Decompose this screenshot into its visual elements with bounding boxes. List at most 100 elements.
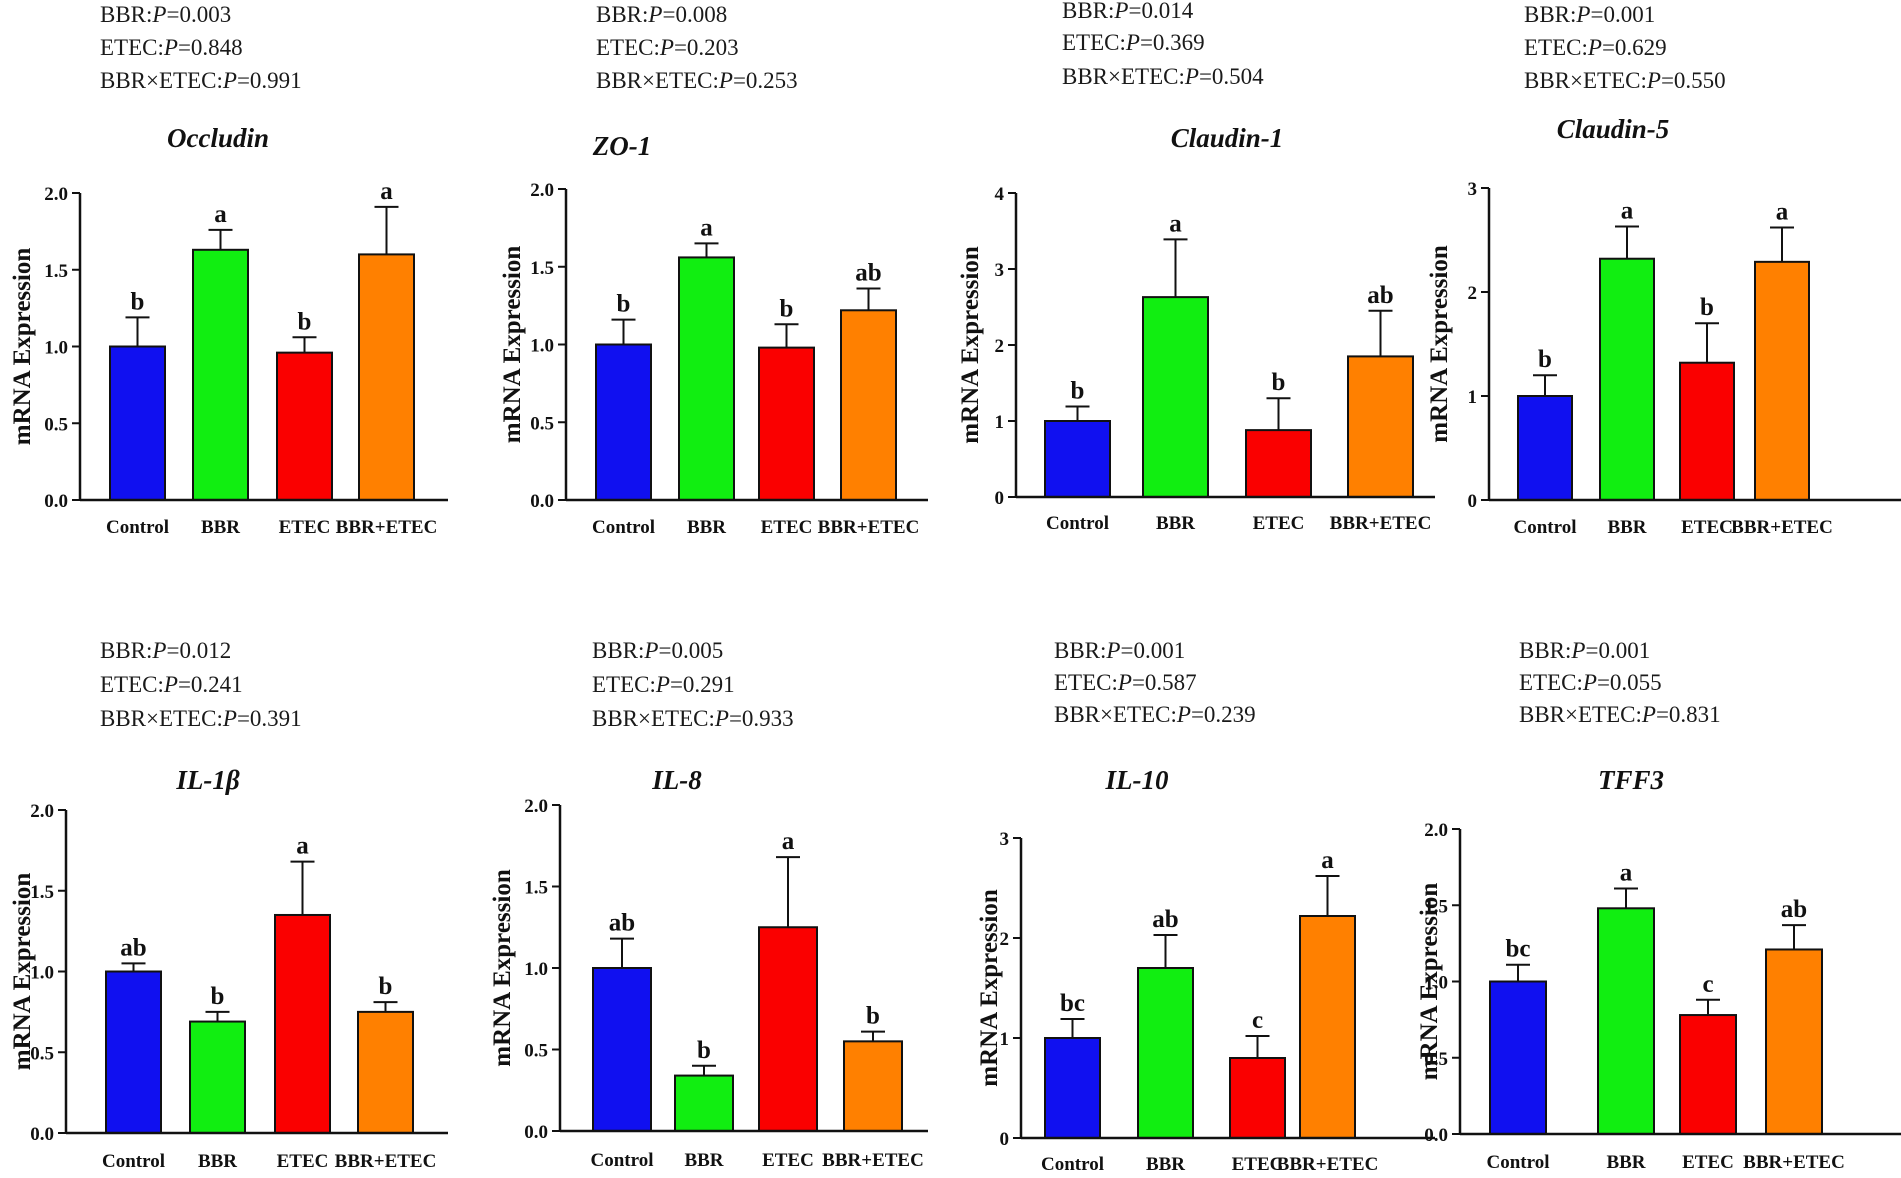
x-category-label: BBR <box>201 517 240 538</box>
p-value-line: BBR×ETEC:P=0.933 <box>592 706 794 731</box>
p-value-factor: ETEC: <box>100 35 164 60</box>
y-tick-label: 1.5 <box>530 258 554 279</box>
p-value-symbol: P <box>1641 702 1656 727</box>
p-value-number: =0.003 <box>166 2 231 27</box>
p-value-symbol: P <box>163 35 178 60</box>
y-tick-label: 0.0 <box>530 491 554 512</box>
bar-etec <box>1245 429 1312 498</box>
chart-title: ZO-1 <box>592 131 651 161</box>
p-value-factor: BBR×ETEC: <box>100 68 223 93</box>
significance-letter: b <box>298 308 312 335</box>
p-value-symbol: P <box>151 638 166 663</box>
p-value-symbol: P <box>659 35 674 60</box>
p-value-factor: BBR×ETEC: <box>596 68 719 93</box>
significance-letter: b <box>866 1003 880 1030</box>
x-category-label: ETEC <box>277 1151 329 1172</box>
significance-letter: a <box>380 178 393 205</box>
y-tick-label: 3 <box>995 260 1005 281</box>
p-value-symbol: P <box>163 672 178 697</box>
x-category-label: BBR+ETEC <box>1731 517 1833 538</box>
p-value-number: =0.014 <box>1128 0 1193 23</box>
bar-bbr <box>674 1074 734 1132</box>
x-category-label: BBR <box>684 1150 723 1171</box>
p-value-number: =0.203 <box>674 35 739 60</box>
significance-letter: ab <box>120 934 146 961</box>
y-tick-label: 1.5 <box>1424 896 1448 917</box>
y-tick-label: 2.0 <box>44 184 68 205</box>
p-value-line: ETEC:P=0.369 <box>1062 30 1205 55</box>
bar-bbr-etec <box>1765 948 1823 1135</box>
x-category-label: ETEC <box>1232 1154 1284 1175</box>
y-tick-label: 0 <box>1468 491 1478 512</box>
p-value-line: BBR:P=0.001 <box>1524 2 1655 27</box>
chart-panel-8: BBR:P=0.001ETEC:P=0.055BBR×ETEC:P=0.831T… <box>1416 638 1901 1173</box>
x-category-label: BBR+ETEC <box>1743 1152 1845 1173</box>
chart-title: Claudin-5 <box>1557 114 1670 144</box>
y-tick-label: 1.0 <box>44 338 68 359</box>
chart-panel-6: BBR:P=0.005ETEC:P=0.291BBR×ETEC:P=0.933I… <box>489 638 928 1171</box>
y-tick-label: 0.0 <box>1424 1125 1448 1146</box>
p-value-symbol: P <box>718 68 733 93</box>
x-category-label: BBR+ETEC <box>336 517 438 538</box>
p-value-number: =0.001 <box>1590 2 1655 27</box>
significance-letter: a <box>1620 859 1633 886</box>
significance-letter: ab <box>609 910 635 937</box>
y-axis-label: mRNA Expression <box>976 889 1003 1087</box>
p-value-line: BBR:P=0.001 <box>1054 638 1185 663</box>
significance-letter: a <box>1776 199 1789 226</box>
p-value-symbol: P <box>1113 0 1128 23</box>
p-value-number: =0.369 <box>1140 30 1205 55</box>
x-category-label: Control <box>1514 517 1577 538</box>
p-value-number: =0.241 <box>178 672 243 697</box>
p-value-factor: ETEC: <box>1519 670 1583 695</box>
y-tick-label: 2.0 <box>524 796 548 817</box>
y-tick-label: 1.0 <box>1424 973 1448 994</box>
x-category-label: ETEC <box>1682 1152 1734 1173</box>
p-value-number: =0.550 <box>1661 68 1726 93</box>
p-value-number: =0.012 <box>166 638 231 663</box>
significance-letter: a <box>1169 210 1182 237</box>
y-tick-label: 2.0 <box>530 180 554 201</box>
significance-letter: b <box>1538 346 1552 373</box>
p-value-factor: BBR×ETEC: <box>100 706 223 731</box>
p-value-symbol: P <box>1105 638 1120 663</box>
x-category-label: Control <box>1046 513 1109 534</box>
bar-control <box>595 343 652 501</box>
p-value-number: =0.848 <box>178 35 243 60</box>
significance-letter: a <box>700 214 713 241</box>
p-value-number: =0.391 <box>237 706 302 731</box>
y-tick-label: 0.0 <box>44 491 68 512</box>
p-value-line: BBR×ETEC:P=0.391 <box>100 706 302 731</box>
significance-letter: b <box>1700 294 1714 321</box>
x-category-label: ETEC <box>1253 513 1305 534</box>
bar-etec <box>276 351 333 502</box>
p-value-number: =0.055 <box>1597 670 1662 695</box>
bar-bbr <box>192 248 249 501</box>
bar-bbr-etec <box>843 1040 903 1132</box>
x-category-label: BBR+ETEC <box>818 517 920 538</box>
bar-bbr <box>678 256 735 502</box>
x-category-label: BBR <box>198 1151 237 1172</box>
chart-panel-2: BBR:P=0.008ETEC:P=0.203BBR×ETEC:P=0.253Z… <box>499 2 928 538</box>
p-value-line: BBR:P=0.005 <box>592 638 723 663</box>
bar-bbr <box>189 1020 246 1134</box>
p-value-line: BBR×ETEC:P=0.504 <box>1062 64 1264 89</box>
x-category-label: Control <box>106 517 169 538</box>
y-tick-label: 1.0 <box>530 336 554 357</box>
p-value-factor: ETEC: <box>596 35 660 60</box>
y-tick-label: 1 <box>1000 1029 1010 1050</box>
y-axis-label: mRNA Expression <box>489 869 516 1067</box>
y-tick-label: 0.5 <box>530 413 554 434</box>
bar-etec <box>274 913 331 1134</box>
p-value-symbol: P <box>1117 670 1132 695</box>
p-value-line: ETEC:P=0.587 <box>1054 670 1197 695</box>
y-axis-label: mRNA Expression <box>957 246 984 444</box>
chart-title: Occludin <box>167 123 269 153</box>
x-category-label: BBR <box>687 517 726 538</box>
p-value-symbol: P <box>655 672 670 697</box>
p-value-number: =0.239 <box>1191 702 1256 727</box>
x-category-label: BBR+ETEC <box>335 1151 437 1172</box>
y-axis-label: mRNA Expression <box>1416 883 1443 1081</box>
significance-letter: b <box>780 295 794 322</box>
